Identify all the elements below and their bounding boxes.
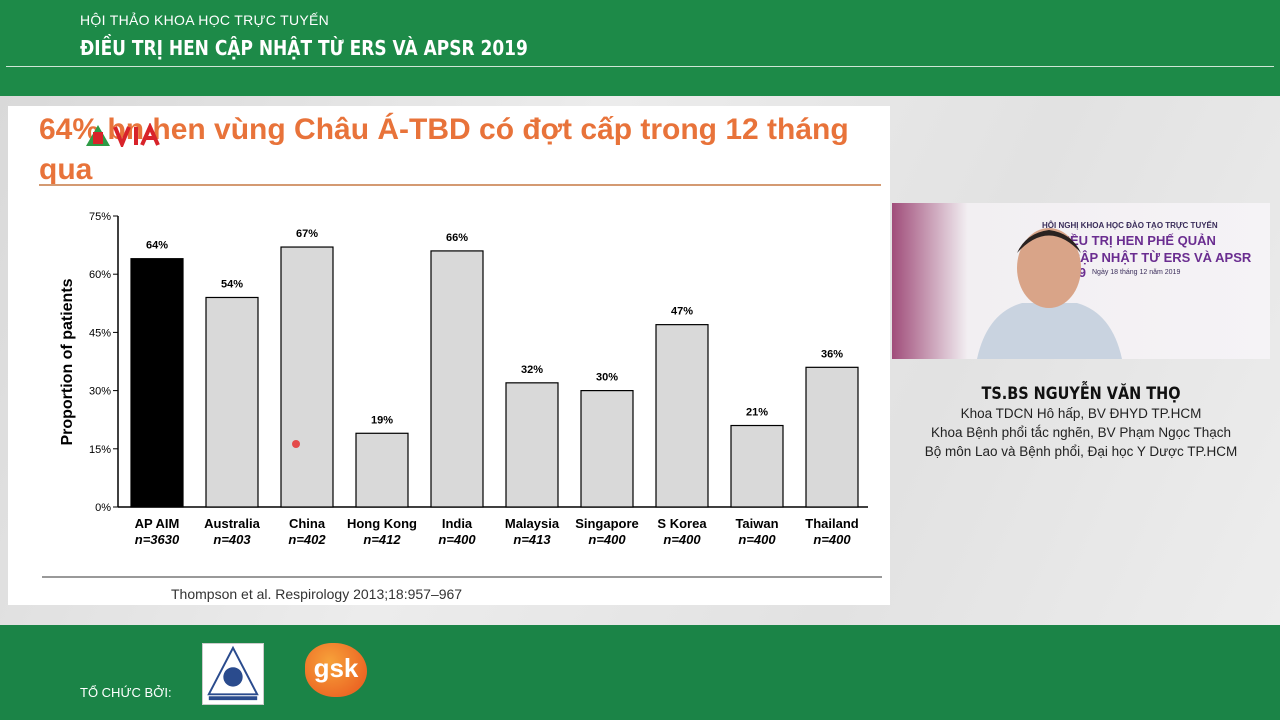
data-label: 66% <box>446 232 468 244</box>
bar <box>355 432 409 508</box>
speaker-name: TS.BS NGUYỄN VĂN THỌ <box>981 384 1181 404</box>
speaker-info: TS.BS NGUYỄN VĂN THỌ Khoa TDCN Hô hấp, B… <box>892 384 1270 461</box>
x-tick-label: India <box>442 516 473 531</box>
x-tick-label: Hong Kong <box>347 516 417 531</box>
y-axis-label: Proportion of patients <box>59 278 76 445</box>
laser-pointer <box>292 440 300 448</box>
bar <box>805 366 859 508</box>
x-tick-label: Singapore <box>575 516 639 531</box>
event-subtitle: HỘI THẢO KHOA HỌC TRỰC TUYẾN <box>80 12 330 28</box>
sample-size-label: n=3630 <box>135 532 180 547</box>
organizer-label: TỔ CHỨC BỞI: <box>80 685 172 700</box>
sample-size-label: n=402 <box>288 532 326 547</box>
sample-size-label: n=400 <box>663 532 701 547</box>
x-tick-label: Thailand <box>805 516 859 531</box>
y-tick-label: 30% <box>89 386 111 398</box>
y-tick-label: 60% <box>89 269 111 281</box>
sample-size-label: n=413 <box>513 532 551 547</box>
data-label: 21% <box>746 407 768 419</box>
citation: Thompson et al. Respirology 2013;18:957–… <box>171 586 463 602</box>
speaker-video: HỘI NGHỊ KHOA HỌC ĐÀO TẠO TRỰC TUYẾN ĐIỀ… <box>892 203 1270 359</box>
data-label: 32% <box>521 364 543 376</box>
sample-size-label: n=400 <box>438 532 476 547</box>
organizer-logo <box>202 643 264 705</box>
y-tick-label: 75% <box>89 211 111 223</box>
x-tick-label: Malaysia <box>505 516 560 531</box>
speaker-affiliation: Khoa Bệnh phổi tắc nghẽn, BV Phạm Ngọc T… <box>931 425 1231 440</box>
speaker-affiliation: Khoa TDCN Hô hấp, BV ĐHYD TP.HCM <box>960 406 1202 421</box>
y-tick-label: 15% <box>89 444 111 456</box>
x-tick-label: Australia <box>204 516 260 531</box>
y-tick-label: 0% <box>95 502 111 514</box>
bar <box>205 296 259 508</box>
video-event-line2: ĐIỀU TRỊ HEN PHẾ QUẢN <box>1057 233 1216 248</box>
sample-size-label: n=400 <box>813 532 851 547</box>
title-underline <box>39 184 881 186</box>
bar <box>280 246 334 508</box>
footer-rule <box>42 576 882 578</box>
data-label: 64% <box>146 240 168 252</box>
sample-size-label: n=400 <box>738 532 776 547</box>
y-tick-label: 45% <box>89 327 111 339</box>
sample-size-label: n=412 <box>363 532 401 547</box>
header-divider <box>6 66 1274 67</box>
presentation-slide: 64% bn hen vùng Châu Á-TBD có đợt cấp tr… <box>8 106 890 605</box>
slide-title: 64% bn hen vùng Châu Á-TBD có đợt cấp tr… <box>39 113 849 186</box>
x-tick-label: AP AIM <box>135 516 180 531</box>
data-label: 47% <box>671 306 693 318</box>
sample-size-label: n=403 <box>213 532 251 547</box>
bar <box>655 324 709 508</box>
bar <box>130 258 184 508</box>
gsk-logo: gsk <box>305 643 367 697</box>
bar-chart: 0% 15% 30% 45% 60% 75% Proportion of patients 6… <box>59 211 868 547</box>
data-label: 36% <box>821 348 843 360</box>
header-banner: HỘI THẢO KHOA HỌC TRỰC TUYẾN ĐIỀU TRỊ HE… <box>0 0 1280 96</box>
speaker-affiliation: Bộ môn Lao và Bệnh phổi, Đại học Y Dược … <box>924 444 1238 459</box>
event-title: ĐIỀU TRỊ HEN CẬP NHẬT TỪ ERS VÀ APSR 201… <box>80 36 528 60</box>
data-label: 19% <box>371 414 393 426</box>
x-tick-label: S Korea <box>657 516 707 531</box>
x-tick-label: China <box>289 516 326 531</box>
video-event-date: Ngày 18 tháng 12 năm 2019 <box>1092 269 1181 276</box>
x-tick-label: Taiwan <box>735 516 778 531</box>
data-label: 67% <box>296 228 318 240</box>
bar <box>505 382 559 508</box>
speaker-image <box>977 228 1122 359</box>
sample-size-label: n=400 <box>588 532 626 547</box>
data-label: 54% <box>221 278 243 290</box>
bar <box>580 390 634 508</box>
video-event-line1: HỘI NGHỊ KHOA HỌC ĐÀO TẠO TRỰC TUYẾN <box>1042 221 1218 230</box>
footer-banner: TỔ CHỨC BỞI: gsk <box>0 625 1280 720</box>
data-label: 30% <box>596 372 618 384</box>
via-logo <box>86 123 160 147</box>
bar <box>730 424 784 508</box>
bar <box>430 250 484 508</box>
